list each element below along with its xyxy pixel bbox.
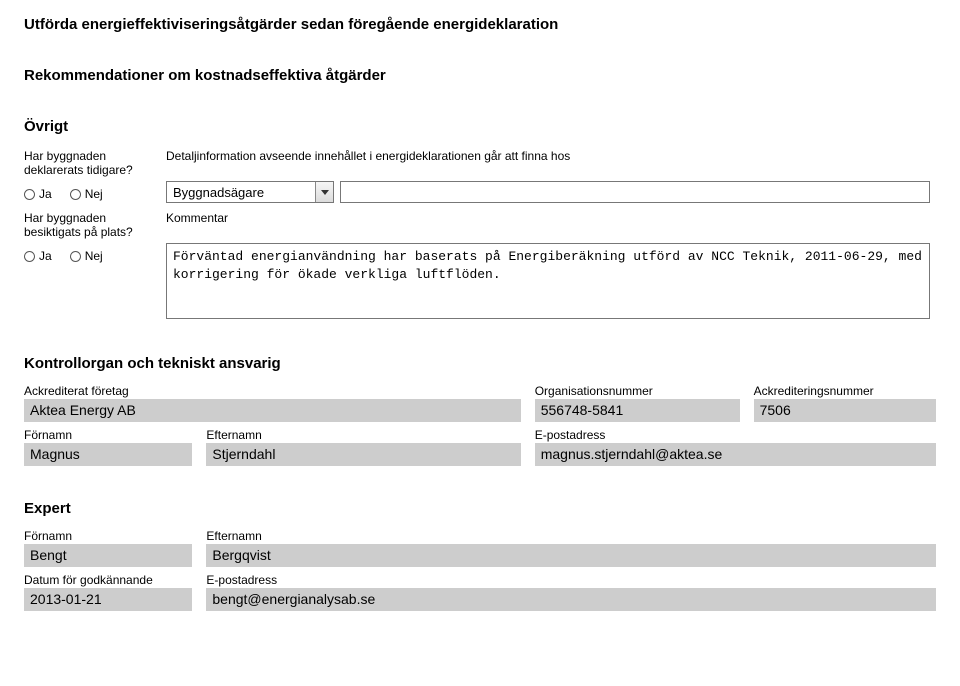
title-atgarder-utf: Utförda energieffektiviseringsåtgärder s… <box>24 16 936 33</box>
val-orgnr: 556748-5841 <box>535 399 740 422</box>
radios-besiktigats: Ja Nej <box>24 243 160 269</box>
val-ack-foretag: Aktea Energy AB <box>24 399 521 422</box>
radio-ja-2[interactable]: Ja <box>24 249 52 263</box>
val-e-fornamn: Bengt <box>24 544 192 567</box>
dropdown-byggnadsagare[interactable]: Byggnadsägare <box>166 181 334 203</box>
val-e-efternamn: Bergqvist <box>206 544 936 567</box>
val-acknr: 7506 <box>754 399 936 422</box>
radio-nej-2[interactable]: Nej <box>70 249 103 263</box>
detalj-input[interactable] <box>340 181 930 203</box>
label-orgnr: Organisationsnummer <box>535 384 740 399</box>
val-k-efternamn: Stjerndahl <box>206 443 520 466</box>
radio-nej-1[interactable]: Nej <box>70 187 103 201</box>
label-e-efternamn: Efternamn <box>206 529 936 544</box>
radio-nej-2-label: Nej <box>85 249 103 263</box>
radio-nej-1-label: Nej <box>85 187 103 201</box>
title-rekommendationer: Rekommendationer om kostnadseffektiva åt… <box>24 67 936 84</box>
radio-ja-2-label: Ja <box>39 249 52 263</box>
label-e-epost: E-postadress <box>206 573 936 588</box>
label-deklarerats: Har byggnaden deklarerats tidigare? <box>24 147 166 179</box>
label-besiktigats: Har byggnaden besiktigats på plats? <box>24 209 166 241</box>
label-k-epost: E-postadress <box>535 428 936 443</box>
label-ack-foretag: Ackrediterat företag <box>24 384 521 399</box>
kontroll-row1: Ackrediterat företag Organisationsnummer… <box>24 384 936 422</box>
kommentar-textarea[interactable]: Förväntad energianvändning har baserats … <box>166 243 930 319</box>
label-detalj: Detaljinformation avseende innehållet i … <box>166 147 936 179</box>
label-k-efternamn: Efternamn <box>206 428 520 443</box>
chevron-down-icon <box>315 182 333 202</box>
val-k-epost: magnus.stjerndahl@aktea.se <box>535 443 936 466</box>
label-kommentar: Kommentar <box>166 209 936 241</box>
expert-row1: Förnamn Efternamn Bengt Bergqvist <box>24 529 936 567</box>
heading-kontroll: Kontrollorgan och tekniskt ansvarig <box>24 355 936 372</box>
radio-ja-1-label: Ja <box>39 187 52 201</box>
kontroll-row2: Förnamn Efternamn E-postadress Magnus St… <box>24 428 936 466</box>
dropdown-byggnadsagare-value: Byggnadsägare <box>167 182 315 202</box>
radio-ja-1[interactable]: Ja <box>24 187 52 201</box>
heading-ovrigt: Övrigt <box>24 118 936 135</box>
heading-expert: Expert <box>24 500 936 517</box>
val-e-epost: bengt@energianalysab.se <box>206 588 936 611</box>
label-e-fornamn: Förnamn <box>24 529 192 544</box>
val-k-fornamn: Magnus <box>24 443 192 466</box>
val-e-datum: 2013-01-21 <box>24 588 192 611</box>
label-e-datum: Datum för godkännande <box>24 573 192 588</box>
label-acknr: Ackrediteringsnummer <box>754 384 936 399</box>
label-k-fornamn: Förnamn <box>24 428 192 443</box>
expert-row2: Datum för godkännande E-postadress 2013-… <box>24 573 936 611</box>
ovrigt-table: Har byggnaden deklarerats tidigare? Deta… <box>24 147 936 321</box>
radios-deklarerats: Ja Nej <box>24 181 160 207</box>
